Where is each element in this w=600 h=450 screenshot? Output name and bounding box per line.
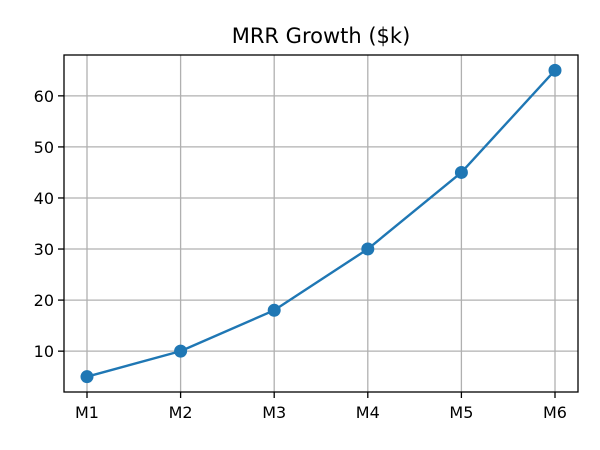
data-point xyxy=(361,242,375,256)
y-tick-label: 30 xyxy=(34,240,54,259)
y-tick-label: 40 xyxy=(34,189,54,208)
y-tick-label: 50 xyxy=(34,138,54,157)
data-point xyxy=(80,370,94,384)
y-tick-label: 60 xyxy=(34,87,54,106)
series-line xyxy=(86,69,556,378)
y-tick-label: 10 xyxy=(34,342,54,361)
chart-title: MRR Growth ($k) xyxy=(232,24,411,48)
axes-frame xyxy=(63,54,579,393)
x-tick-label: M4 xyxy=(356,403,380,422)
grid xyxy=(64,55,578,392)
data-point xyxy=(267,303,281,317)
series-layer xyxy=(80,63,562,384)
data-point xyxy=(548,63,562,77)
x-tick-label: M2 xyxy=(169,403,193,422)
x-tick-label: M6 xyxy=(543,403,567,422)
data-point xyxy=(454,165,468,179)
x-tick-label: M3 xyxy=(262,403,286,422)
y-tick-label: 20 xyxy=(34,291,54,310)
x-tick-label: M5 xyxy=(449,403,473,422)
x-tick-label: M1 xyxy=(75,403,99,422)
tick-labels: M1 M2 M3 M4 M5 M6 10 20 30 40 50 60 xyxy=(34,87,567,422)
ticks xyxy=(58,95,556,398)
data-point xyxy=(174,344,188,358)
